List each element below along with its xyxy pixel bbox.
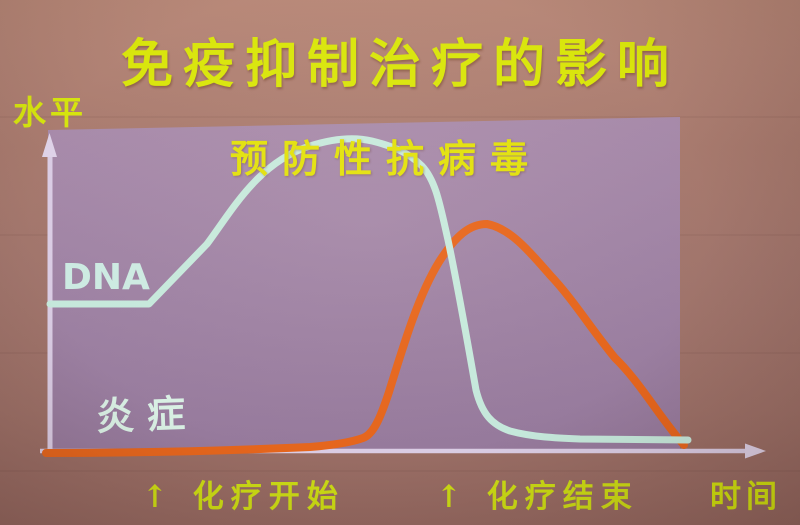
slide-title: 免疫抑制治疗的影响 bbox=[120, 34, 679, 95]
chart-panel bbox=[48, 117, 680, 452]
y-axis-arrow-icon bbox=[42, 133, 57, 157]
chemo-start-annotation: ↑ 化疗开始 bbox=[142, 479, 345, 515]
x-axis-arrow-icon bbox=[745, 443, 766, 459]
antiviral-curve-label: 预防性抗病毒 bbox=[230, 136, 543, 181]
y-axis-label: 水平 bbox=[13, 93, 87, 132]
chemo-end-annotation: ↑ 化疗结束 bbox=[436, 479, 639, 515]
inflammation-curve bbox=[42, 220, 688, 457]
dna-curve bbox=[46, 135, 692, 444]
inflammation-curve-label: 炎症 bbox=[95, 390, 199, 439]
x-axis-label: 时间 bbox=[710, 479, 782, 515]
dna-curve-label: DNA bbox=[62, 257, 150, 298]
